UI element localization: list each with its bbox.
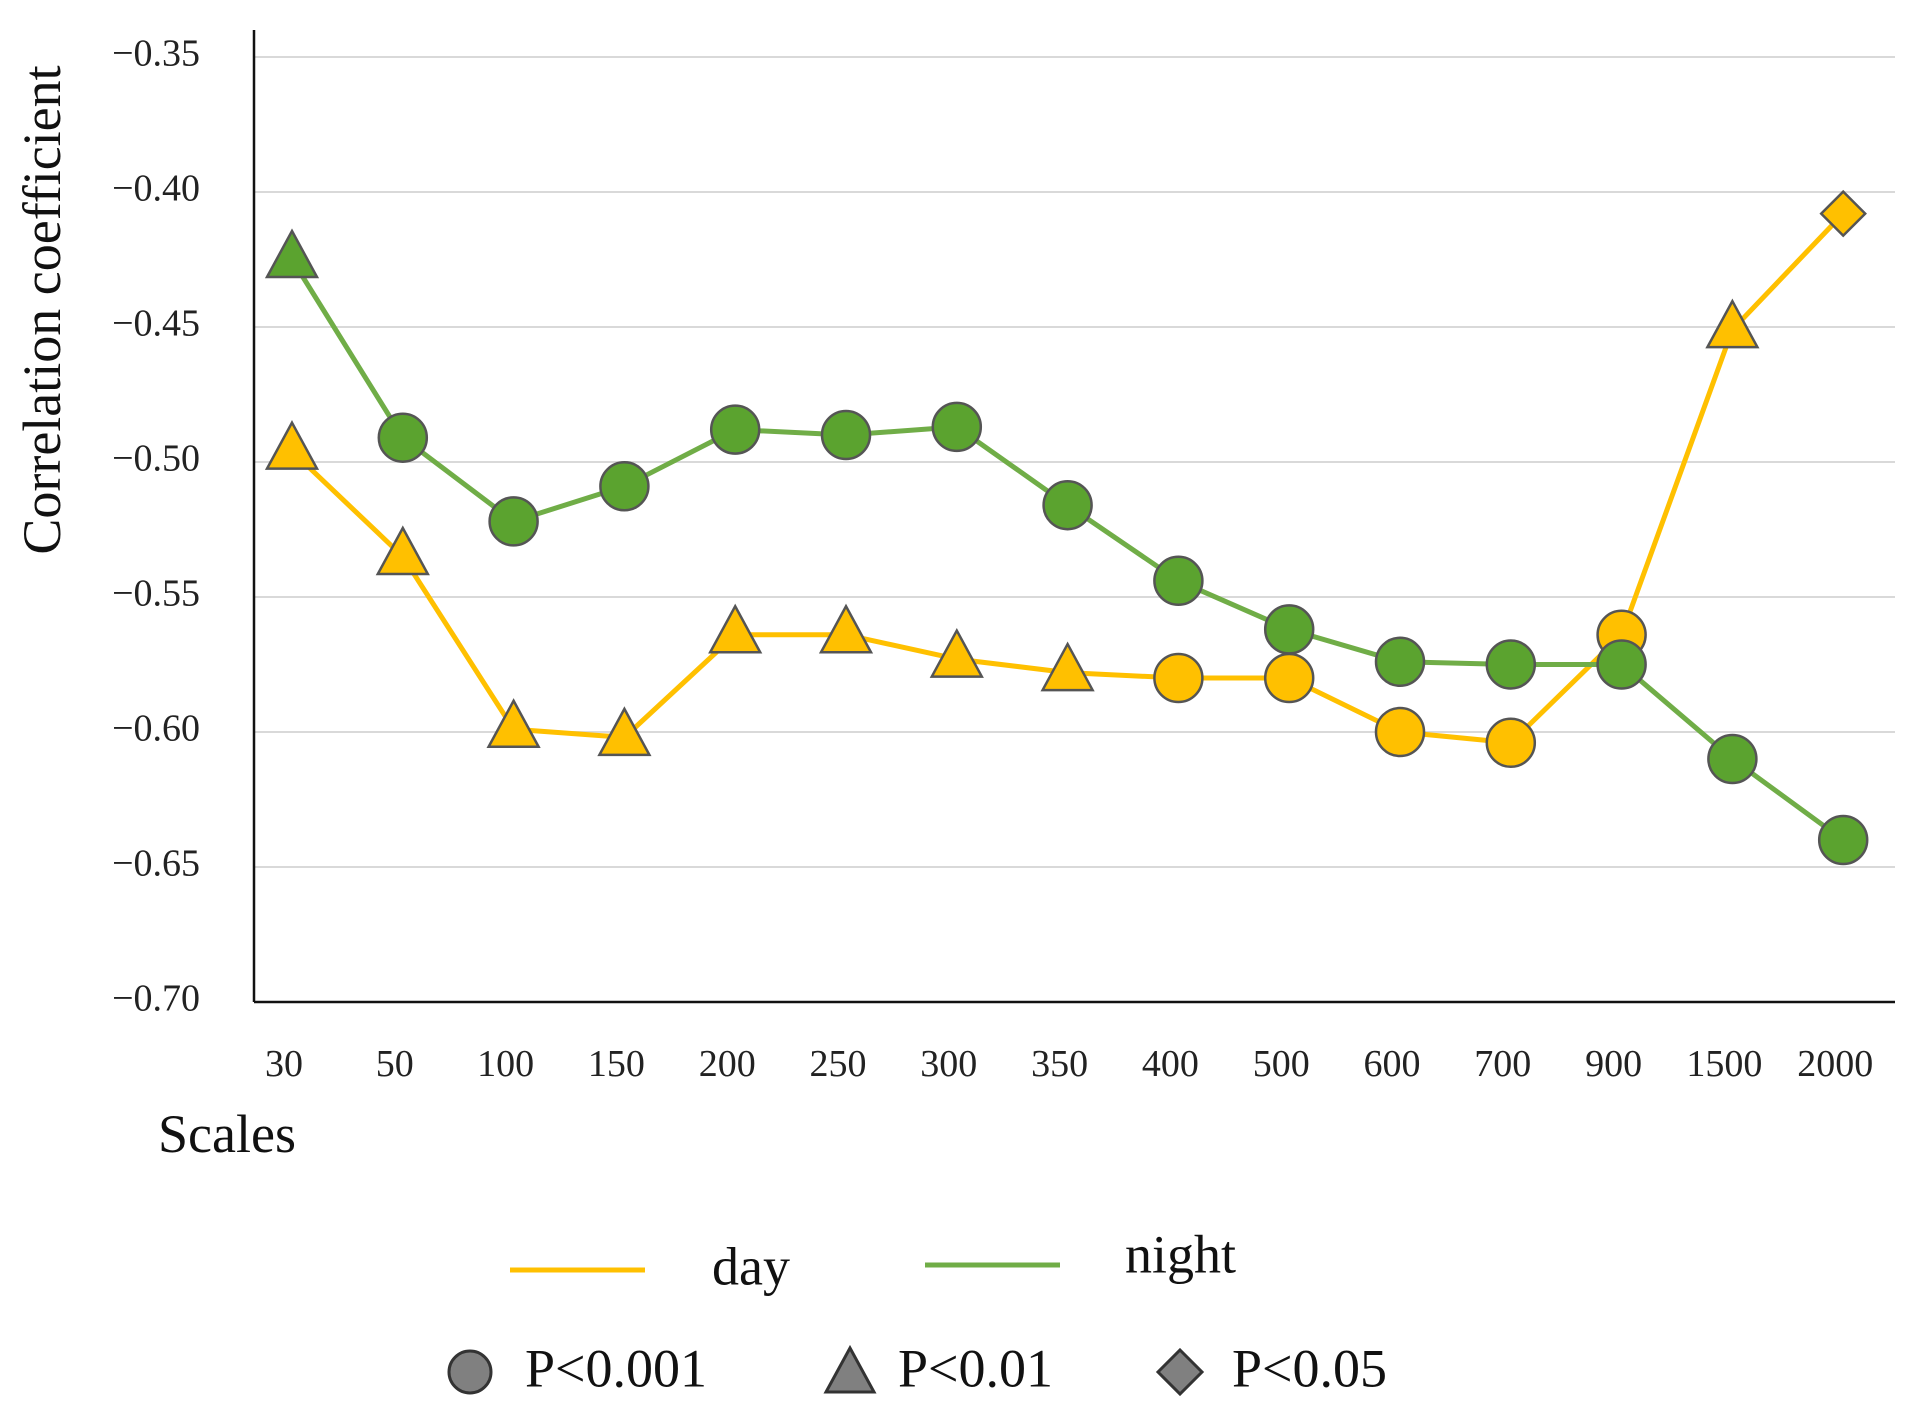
night-point-circle	[1153, 555, 1204, 607]
x-tick-label: 300	[920, 1043, 977, 1085]
day-point-diamond	[1819, 189, 1867, 238]
legend-triangle-icon	[823, 1344, 877, 1394]
night-point-circle	[488, 496, 539, 547]
day-point-triangle	[929, 627, 984, 678]
night-point-circle	[599, 461, 650, 512]
y-tick-label: −0.70	[112, 978, 200, 1020]
x-tick-label: 50	[376, 1043, 414, 1085]
x-tick-label: 400	[1142, 1043, 1199, 1085]
day-point-circle	[1263, 652, 1315, 704]
x-tick-label: 2000	[1797, 1043, 1873, 1085]
night-point-circle	[1707, 733, 1758, 785]
series-legend: day night	[510, 1224, 1236, 1296]
night-point-circle	[377, 412, 429, 463]
x-tick-label: 700	[1474, 1043, 1531, 1085]
legend-diamond-icon	[1155, 1347, 1205, 1397]
x-tick-label: 900	[1585, 1043, 1642, 1085]
y-tick-labels: −0.35 −0.40 −0.45 −0.50 −0.55 −0.60 −0.65 −0.70	[112, 33, 200, 1020]
y-tick-label: −0.65	[112, 843, 200, 885]
night-point-circle	[1042, 479, 1093, 531]
y-tick-label: −0.45	[112, 303, 200, 345]
night-point-circle	[1263, 604, 1315, 655]
day-point-circle	[1374, 706, 1426, 758]
legend-p01-label: P<0.01	[898, 1338, 1053, 1398]
day-point-triangle	[597, 706, 652, 757]
significance-legend: P<0.001 P<0.01 P<0.05	[447, 1338, 1387, 1398]
day-point-triangle	[264, 420, 320, 470]
day-point-triangle	[375, 525, 430, 576]
day-point-triangle	[1040, 641, 1095, 692]
day-point-triangle	[1705, 298, 1760, 349]
day-point-circle	[1153, 652, 1204, 704]
legend-circle-icon	[447, 1349, 493, 1395]
day-point-triangle	[818, 603, 874, 654]
x-tick-label: 350	[1031, 1043, 1088, 1085]
series-line-night	[289, 258, 1845, 843]
markers	[264, 189, 1869, 866]
night-point-circle	[931, 401, 983, 453]
y-tick-label: −0.50	[112, 438, 200, 480]
legend-day-label: day	[712, 1236, 790, 1296]
day-point-triangle	[486, 698, 541, 749]
night-point-circle	[1374, 636, 1426, 688]
x-tick-label: 30	[265, 1043, 303, 1085]
legend-p001-label: P<0.001	[525, 1338, 707, 1398]
x-tick-labels: 30 50 100 150 200 250 300 350 400 500 600 700 900 150…	[265, 1043, 1873, 1085]
legend-p005-label: P<0.05	[1232, 1338, 1387, 1398]
x-tick-label: 500	[1253, 1043, 1310, 1085]
y-axis-title: Correlation coefficient	[12, 65, 72, 554]
night-point-circle	[820, 409, 872, 461]
y-tick-label: −0.55	[112, 573, 200, 615]
legend-night-label: night	[1125, 1224, 1236, 1284]
x-tick-label: 600	[1364, 1043, 1421, 1085]
x-tick-label: 100	[477, 1043, 534, 1085]
night-point-circle	[1596, 639, 1647, 690]
y-tick-label: −0.40	[112, 168, 200, 210]
y-tick-label: −0.35	[112, 33, 200, 75]
night-point-circle	[709, 404, 761, 455]
day-point-triangle	[708, 603, 763, 654]
axes	[252, 30, 1895, 1004]
x-tick-label: 250	[810, 1043, 867, 1085]
y-tick-label: −0.60	[112, 708, 200, 750]
x-tick-label: 200	[699, 1043, 756, 1085]
night-point-triangle	[264, 228, 320, 279]
night-point-circle	[1817, 814, 1869, 866]
night-point-circle	[1485, 639, 1537, 690]
x-tick-label: 150	[588, 1043, 645, 1085]
day-point-circle	[1485, 717, 1537, 769]
x-tick-label: 1500	[1686, 1043, 1762, 1085]
x-axis-title: Scales	[158, 1104, 296, 1164]
